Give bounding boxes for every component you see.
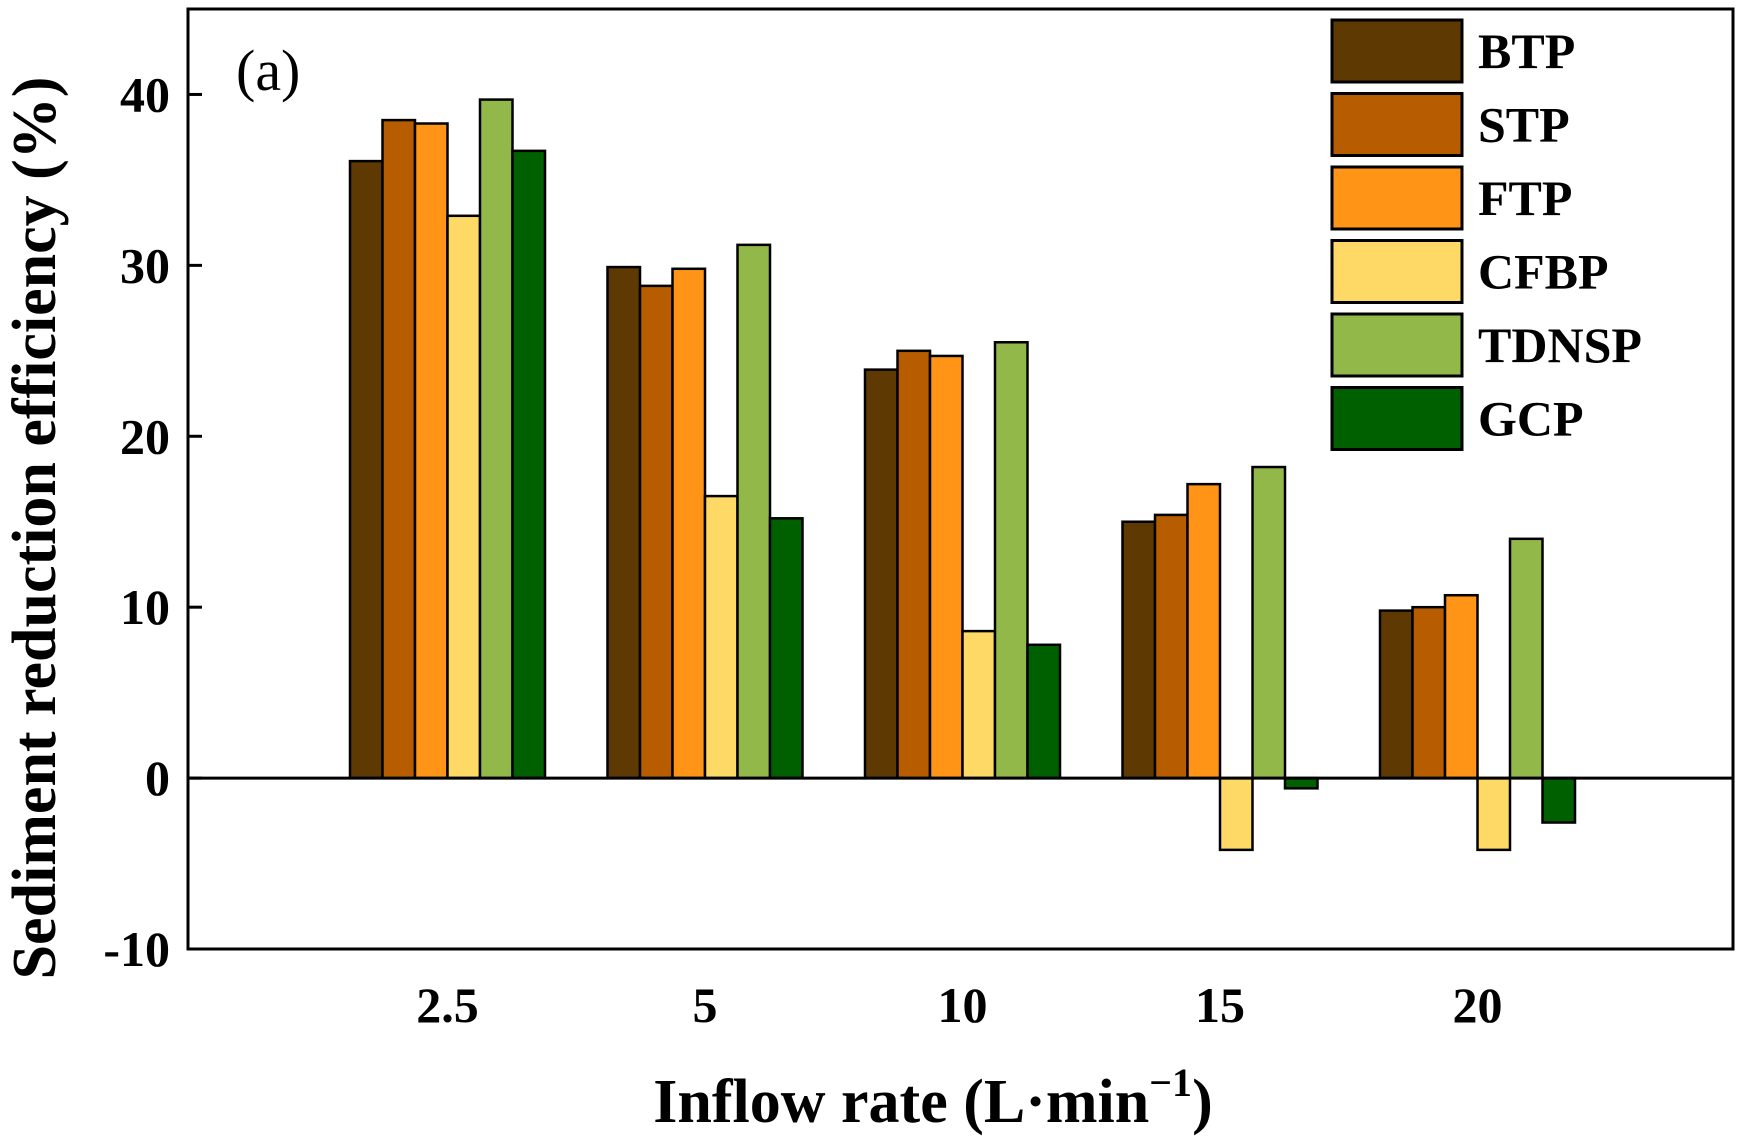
bar-tdnsp-5: [736, 243, 772, 780]
x-axis-title-superscript: −1: [1149, 1060, 1192, 1105]
x-tick-label: 20: [1453, 977, 1503, 1033]
y-tick-label: 20: [120, 408, 170, 464]
bar-gcp-10: [1026, 643, 1062, 780]
bar-cfbp-10: [961, 629, 997, 780]
legend-label-ftp: FTP: [1478, 170, 1572, 226]
legend-label-tdnsp: TDNSP: [1478, 317, 1642, 373]
legend-swatch-cfbp: [1330, 239, 1464, 304]
y-tick-label: 0: [145, 750, 170, 806]
x-axis: 2.5 5 10 15 20: [416, 977, 1502, 1033]
bar-cfbp-2.5: [446, 214, 482, 780]
bar-btp-20: [1378, 609, 1414, 780]
x-axis-title: Inflow rate (L·min−1): [653, 1060, 1212, 1136]
bar-cfbp-20: [1476, 776, 1512, 852]
bar-tdnsp-15: [1251, 465, 1287, 780]
bar-gcp-20: [1541, 776, 1577, 824]
legend-label-gcp: GCP: [1478, 391, 1584, 447]
y-axis: -10 0 10 20 30 40: [103, 66, 202, 977]
legend-label-cfbp: CFBP: [1478, 244, 1609, 300]
legend: BTP STP FTP CFBP TDNSP GCP: [1330, 18, 1642, 451]
bar-ftp-5: [671, 267, 707, 780]
x-tick-label: 15: [1195, 977, 1245, 1033]
x-axis-title-close: ): [1192, 1068, 1213, 1136]
bar-btp-5: [606, 265, 642, 780]
bar-stp-20: [1411, 605, 1447, 780]
bar-gcp-2.5: [511, 149, 547, 780]
bar-btp-15: [1121, 520, 1157, 780]
bar-ftp-15: [1186, 482, 1222, 780]
legend-swatch-btp: [1330, 18, 1464, 84]
legend-label-btp: BTP: [1478, 23, 1575, 79]
y-tick-label: 40: [120, 66, 170, 122]
bar-ftp-10: [928, 354, 964, 780]
bar-cfbp-15: [1218, 776, 1254, 852]
bar-tdnsp-2.5: [478, 98, 514, 780]
bar-gcp-5: [768, 517, 804, 780]
y-tick-label: 10: [120, 579, 170, 635]
bar-cfbp-5: [703, 494, 739, 780]
bar-stp-10: [896, 349, 932, 780]
legend-swatch-ftp: [1330, 165, 1464, 231]
bar-btp-10: [863, 368, 899, 780]
y-tick-label: -10: [103, 921, 170, 977]
bar-btp-2.5: [348, 159, 384, 780]
bar-stp-5: [638, 284, 674, 780]
bar-ftp-20: [1443, 593, 1479, 780]
bar-stp-2.5: [381, 118, 417, 780]
legend-swatch-stp: [1330, 92, 1464, 157]
panel-label: (a): [236, 38, 300, 103]
bar-tdnsp-20: [1508, 537, 1544, 780]
x-tick-label: 2.5: [416, 977, 479, 1033]
bar-gcp-15: [1283, 776, 1319, 790]
y-tick-label: 30: [120, 237, 170, 293]
legend-label-stp: STP: [1478, 97, 1570, 153]
legend-swatch-tdnsp: [1330, 312, 1464, 378]
legend-swatch-gcp: [1330, 386, 1464, 451]
x-tick-label: 10: [938, 977, 988, 1033]
y-axis-title: Sediment reduction efficiency (%): [1, 77, 69, 980]
x-axis-title-main: Inflow rate (L·min: [653, 1068, 1149, 1136]
bars-group: [348, 98, 1577, 852]
plot-area-frame: [186, 7, 1735, 951]
bar-ftp-2.5: [413, 122, 449, 780]
bar-tdnsp-10: [993, 341, 1029, 780]
bar-stp-15: [1153, 513, 1189, 780]
x-tick-label: 5: [693, 977, 718, 1033]
